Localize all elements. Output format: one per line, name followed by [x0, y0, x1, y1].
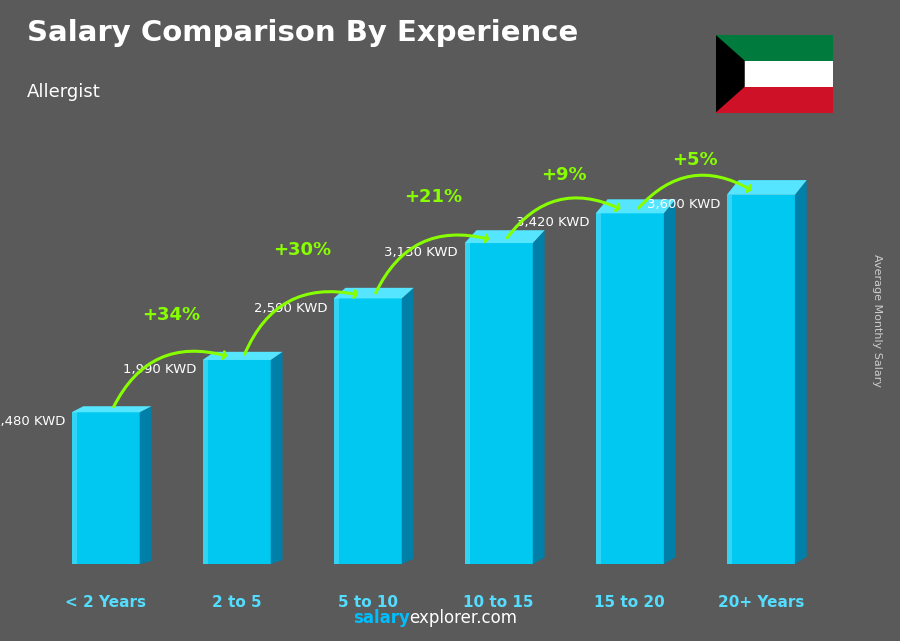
Polygon shape	[727, 195, 732, 564]
Polygon shape	[716, 35, 832, 61]
Text: 3,130 KWD: 3,130 KWD	[384, 246, 458, 259]
Polygon shape	[716, 61, 832, 87]
Polygon shape	[596, 213, 601, 564]
Text: 2 to 5: 2 to 5	[212, 595, 262, 610]
Text: 15 to 20: 15 to 20	[594, 595, 665, 610]
Polygon shape	[596, 199, 676, 213]
Polygon shape	[140, 406, 151, 564]
Text: salary: salary	[353, 609, 410, 627]
Text: Salary Comparison By Experience: Salary Comparison By Experience	[27, 19, 578, 47]
Polygon shape	[795, 180, 806, 564]
Text: 1,480 KWD: 1,480 KWD	[0, 415, 65, 428]
Polygon shape	[72, 412, 140, 564]
Text: 20+ Years: 20+ Years	[717, 595, 804, 610]
Polygon shape	[716, 35, 745, 113]
Polygon shape	[72, 406, 151, 412]
Text: +21%: +21%	[404, 188, 463, 206]
Text: 2,590 KWD: 2,590 KWD	[254, 301, 327, 315]
Polygon shape	[202, 360, 271, 564]
Polygon shape	[464, 230, 544, 243]
Text: 5 to 10: 5 to 10	[338, 595, 398, 610]
Text: Allergist: Allergist	[27, 83, 101, 101]
Text: < 2 Years: < 2 Years	[65, 595, 146, 610]
Polygon shape	[202, 360, 208, 564]
Polygon shape	[596, 213, 664, 564]
Polygon shape	[533, 230, 544, 564]
Text: explorer.com: explorer.com	[410, 609, 518, 627]
Text: 1,990 KWD: 1,990 KWD	[122, 363, 196, 376]
Text: +9%: +9%	[542, 166, 587, 184]
Polygon shape	[401, 288, 414, 564]
Polygon shape	[727, 195, 795, 564]
Text: +5%: +5%	[672, 151, 718, 169]
Polygon shape	[716, 87, 832, 113]
Polygon shape	[664, 199, 676, 564]
Text: +30%: +30%	[273, 242, 331, 260]
Polygon shape	[271, 352, 283, 564]
Polygon shape	[464, 243, 533, 564]
Text: 3,420 KWD: 3,420 KWD	[516, 217, 590, 229]
Polygon shape	[72, 412, 76, 564]
Polygon shape	[464, 243, 470, 564]
Polygon shape	[334, 299, 339, 564]
Polygon shape	[334, 288, 414, 299]
Polygon shape	[334, 299, 401, 564]
Text: 10 to 15: 10 to 15	[464, 595, 534, 610]
Polygon shape	[202, 352, 283, 360]
Text: Average Monthly Salary: Average Monthly Salary	[872, 254, 883, 387]
Polygon shape	[727, 180, 806, 195]
Text: +34%: +34%	[142, 306, 200, 324]
Text: 3,600 KWD: 3,600 KWD	[647, 198, 720, 211]
